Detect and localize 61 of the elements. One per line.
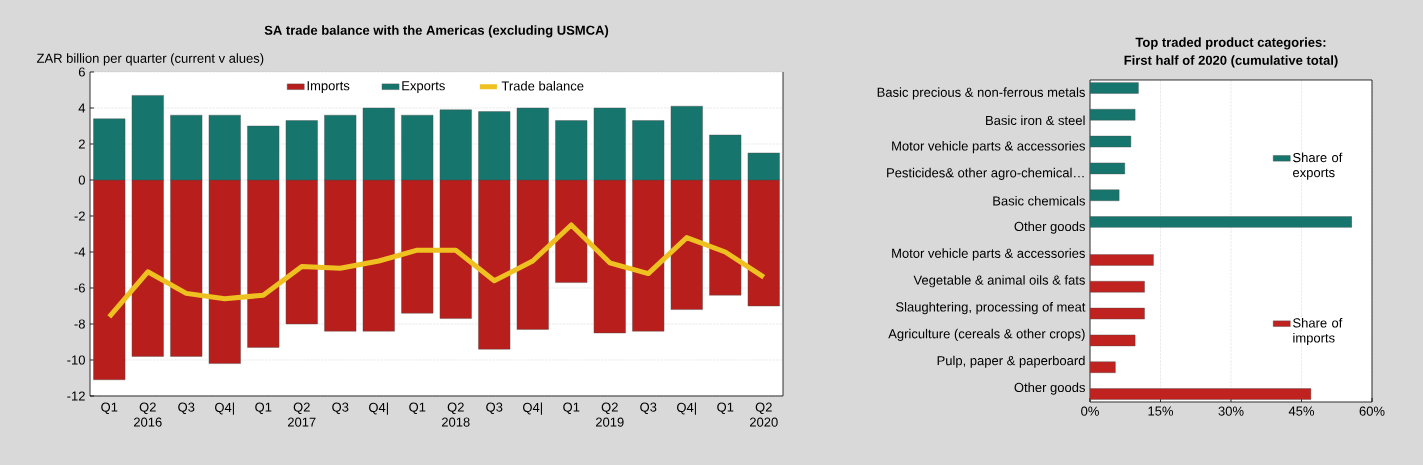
bar (1090, 281, 1145, 293)
chart-title: SA trade balance with the Americas (excluding USMCA) (264, 25, 609, 38)
legend-label: Share of imports (1293, 317, 1343, 346)
x-tick-label: Q1 (255, 402, 272, 415)
x-tick-label: Q2 2017 (287, 402, 316, 427)
y-tick-label: Pulp, paper & paperboard (937, 355, 1085, 368)
legend-label: Share of exports (1293, 152, 1343, 180)
y-tick-label: Basic chemicals (993, 195, 1085, 206)
y-tick-label: Vegetable & animal oils & fats (913, 275, 1085, 288)
chart-subtitle: First half of 2020 (cumulative total) (1124, 55, 1338, 68)
x-tick-label: Q4| (369, 402, 388, 415)
x-tick-label: 15% (1148, 406, 1174, 416)
y-tick-label: Motor vehicle parts & accessories (892, 248, 1085, 261)
bar (1090, 307, 1145, 320)
x-tick-label: 0% (1081, 406, 1099, 416)
y-tick-label: Other goods (1014, 221, 1085, 234)
y-tick-label: Agriculture (cereals & other crops) (888, 328, 1085, 341)
y-tick-label: Other goods (1014, 382, 1085, 395)
x-tick-label: 60% (1359, 406, 1385, 416)
x-tick-label: Q2 2019 (595, 402, 624, 427)
bar (1090, 334, 1136, 347)
y-tick-label: Basic iron & steel (986, 115, 1085, 126)
y-tick-label: 4 (78, 103, 86, 113)
y-tick-label: 6 (78, 67, 85, 77)
legend-label: Trade balance (501, 81, 584, 91)
bar (1090, 254, 1154, 266)
x-tick-label: Q4| (523, 402, 542, 415)
x-tick-label: Q1 (717, 402, 734, 415)
x-tick-label: Q3 (332, 402, 349, 415)
x-tick-label: Q1 (409, 402, 426, 415)
x-tick-label: 30% (1218, 406, 1244, 416)
y-tick-label: 2 (78, 139, 85, 149)
y-tick-label: -8 (74, 319, 85, 329)
x-tick-label: Q4| (677, 402, 696, 415)
y-tick-label: -10 (67, 355, 85, 365)
y-tick-label: Slaughtering, processing of meat (896, 302, 1086, 315)
y-tick-label: -6 (74, 283, 85, 293)
x-tick-label: Q2 2016 (133, 402, 162, 427)
x-tick-label: Q3 (178, 402, 195, 415)
x-tick-label: Q1 (101, 402, 118, 415)
legend-label: Exports (402, 81, 445, 93)
y-tick-label: 0 (78, 175, 85, 185)
y-tick-label: Basic precious & non-ferrous metals (877, 87, 1085, 100)
legend-label: Imports (307, 81, 350, 93)
x-tick-label: 45% (1288, 406, 1315, 416)
y-tick-label: -2 (74, 211, 85, 221)
bar (1090, 388, 1312, 400)
y-tick-label: Motor vehicle parts & accessories (892, 141, 1085, 154)
y-tick-label: -4 (74, 247, 86, 257)
x-tick-label: Q1 (563, 402, 580, 415)
y-tick-label: Pesticides& other agro-chemical… (887, 167, 1084, 180)
x-tick-label: Q2 2020 (749, 402, 778, 427)
x-tick-label: Q4| (215, 402, 234, 415)
chart-title: Top traded product categories: (1135, 37, 1326, 50)
x-tick-label: Q3 (486, 402, 503, 415)
x-tick-label: Q3 (640, 402, 657, 415)
bar (1090, 361, 1116, 373)
y-tick-label: -12 (67, 391, 85, 401)
bar (1090, 216, 1352, 228)
y-axis-title: ZAR billion per quarter (current v alues) (36, 53, 264, 66)
x-tick-label: Q2 2018 (441, 402, 470, 427)
